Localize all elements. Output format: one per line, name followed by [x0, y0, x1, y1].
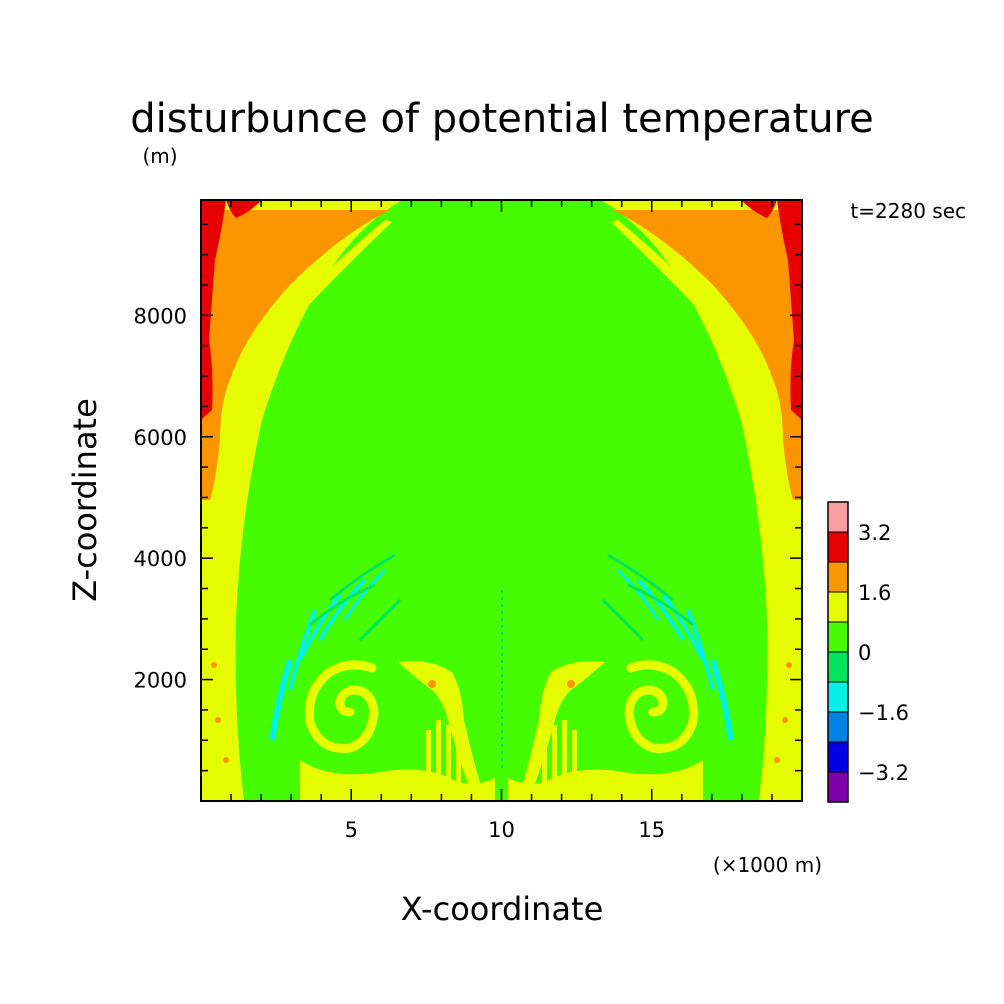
strong-warm-top — [226, 200, 262, 218]
warm-plume — [201, 210, 390, 500]
colorbar-bin — [828, 742, 848, 772]
colorbar-bin — [828, 652, 848, 682]
finger-group — [426, 720, 461, 785]
axis-ticks: 5 10 15 2000 4000 6000 8000 — [134, 200, 802, 842]
colorbar-label: 1.6 — [858, 581, 891, 605]
y-tick-label: 8000 — [134, 304, 187, 328]
x-tick-label: 10 — [488, 818, 515, 842]
chart-title: disturbunce of potential temperature — [130, 96, 874, 142]
colorbar-bin — [828, 592, 848, 622]
colorbar-bin — [828, 772, 848, 802]
unit-label: (m) — [142, 144, 177, 168]
spiral-vortex — [304, 660, 379, 753]
colorbar-bin — [828, 562, 848, 592]
y-tick-label: 6000 — [134, 426, 187, 450]
colorbar-label: −3.2 — [858, 761, 909, 785]
x-unit-label: (×1000 m) — [713, 853, 822, 877]
time-label: t=2280 sec — [850, 199, 966, 223]
warm-speck — [223, 757, 229, 763]
colorbar: −3.2 −1.6 0 1.6 3.2 — [827, 501, 909, 803]
x-tick-label: 15 — [638, 818, 665, 842]
x-axis-label: X-coordinate — [401, 890, 604, 928]
warm-speck — [211, 662, 217, 668]
colorbar-bin — [828, 712, 848, 742]
colorbar-label: 0 — [858, 641, 871, 665]
colorbar-label: 3.2 — [858, 521, 891, 545]
cold-streaks — [269, 568, 387, 741]
colorbar-label: −1.6 — [858, 701, 909, 725]
colorbar-bin — [828, 502, 848, 532]
y-tick-label: 2000 — [134, 669, 187, 693]
warm-speck — [215, 717, 221, 723]
warm-core — [428, 680, 436, 688]
y-tick-label: 4000 — [134, 547, 187, 571]
colorbar-bin — [828, 622, 848, 652]
colorbar-bin — [828, 532, 848, 562]
x-tick-label: 5 — [345, 818, 358, 842]
colorbar-bin — [828, 682, 848, 712]
weak-warm-band — [232, 220, 392, 380]
y-axis-label: Z-coordinate — [66, 398, 104, 602]
bottom-band — [300, 760, 495, 801]
weak-cold-streaks — [309, 553, 402, 642]
contour-field — [201, 200, 802, 801]
